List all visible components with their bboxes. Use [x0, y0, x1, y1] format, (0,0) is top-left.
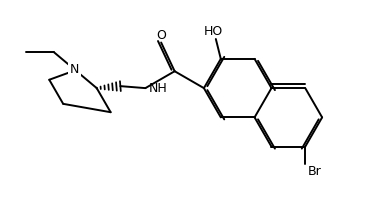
Text: O: O	[156, 29, 166, 42]
Text: HO: HO	[204, 24, 223, 37]
Text: N: N	[70, 63, 79, 76]
Text: Br: Br	[308, 165, 322, 178]
Text: NH: NH	[148, 82, 167, 95]
